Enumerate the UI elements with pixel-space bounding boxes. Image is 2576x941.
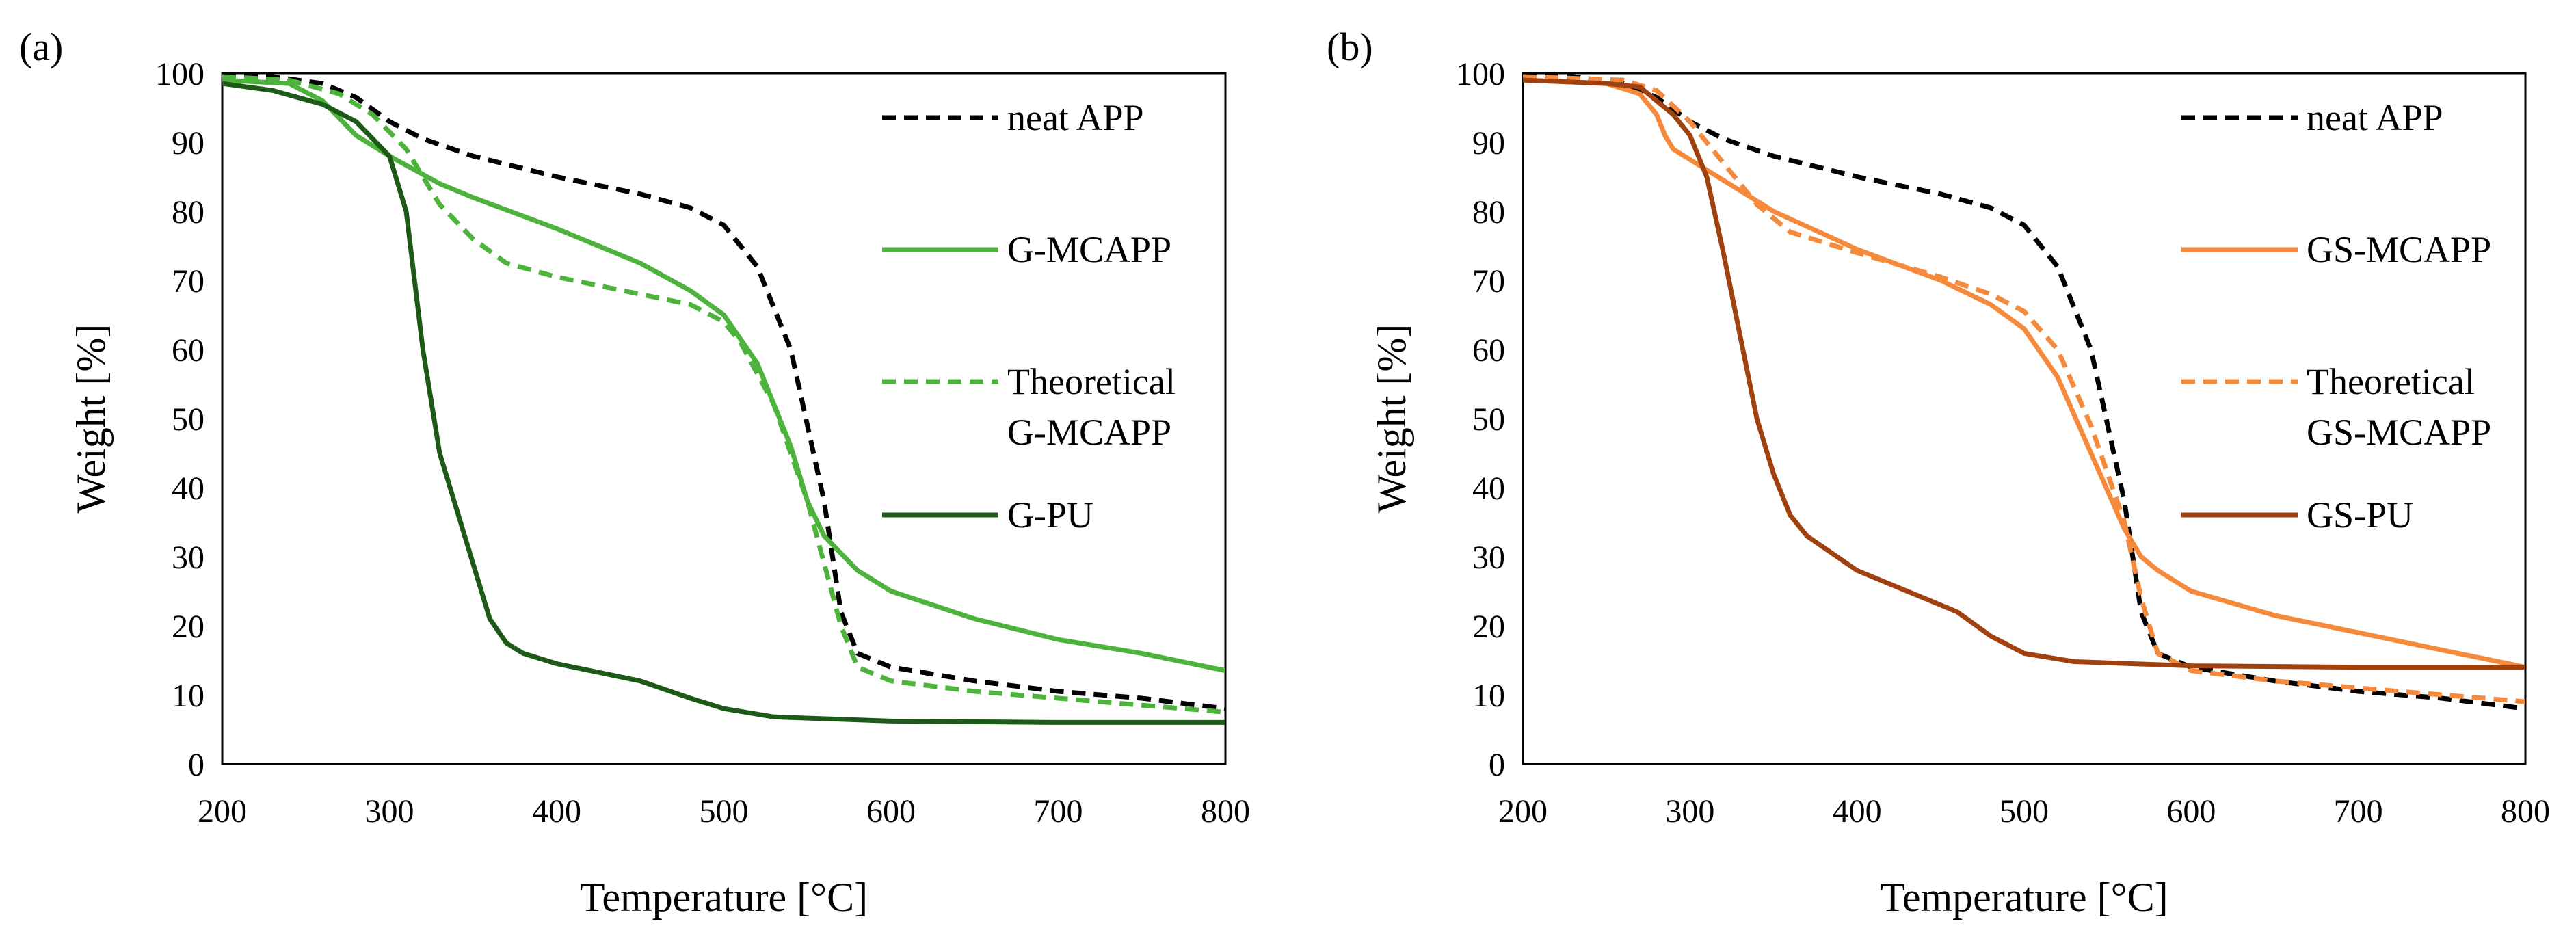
x-tick-label: 200 xyxy=(198,793,247,830)
x-axis-title: Temperature [°C] xyxy=(1880,875,2168,920)
legend-label: neat APP xyxy=(1007,97,1144,138)
x-tick-label: 600 xyxy=(2166,793,2216,830)
x-tick-label: 500 xyxy=(700,793,749,830)
y-tick-label: 20 xyxy=(172,609,204,645)
x-tick-label: 700 xyxy=(1034,793,1083,830)
series-line-neat-app xyxy=(222,74,1225,711)
x-tick-label: 400 xyxy=(1833,793,1882,830)
legend-label: Theoretical xyxy=(2307,361,2475,402)
y-tick-label: 0 xyxy=(188,747,204,783)
x-tick-label: 600 xyxy=(866,793,916,830)
series-line-theoretical-g-mcapp xyxy=(222,74,1225,715)
series-line-theoretical-gs-mcapp xyxy=(1523,74,2525,704)
y-tick-label: 40 xyxy=(172,471,204,507)
y-tick-label: 80 xyxy=(172,194,204,230)
legend-label: neat APP xyxy=(2307,97,2443,138)
series-line-neat-app xyxy=(1523,74,2525,711)
series-line-g-pu xyxy=(222,81,1225,725)
plot-frame xyxy=(1522,72,2527,765)
plot-frame xyxy=(221,72,1227,765)
legend-label: Theoretical xyxy=(1007,361,1176,402)
series-line-g-mcapp xyxy=(222,77,1225,674)
chart-panel-b: (b) 0 10 20 30 40 50 60 70 80 90 100 200 300 400 500 600… xyxy=(1327,25,2550,920)
x-tick-label: 800 xyxy=(2501,793,2550,830)
x-axis-title: Temperature [°C] xyxy=(580,875,868,920)
legend-label: G-MCAPP xyxy=(1007,229,1171,270)
y-tick-label: 60 xyxy=(172,332,204,369)
y-tick-label: 100 xyxy=(155,56,204,92)
y-tick-label: 30 xyxy=(1472,540,1505,576)
legend-label: G-MCAPP xyxy=(1007,412,1171,453)
y-tick-label: 60 xyxy=(1472,332,1505,369)
x-tick-label: 800 xyxy=(1201,793,1250,830)
legend-label: GS-MCAPP xyxy=(2307,412,2491,453)
y-tick-label: 80 xyxy=(1472,194,1505,230)
y-tick-label: 10 xyxy=(1472,678,1505,714)
legend-label: G-PU xyxy=(1007,494,1093,535)
series-line-gs-mcapp xyxy=(1523,77,2525,670)
y-tick-label: 100 xyxy=(1456,56,1505,92)
y-tick-label: 50 xyxy=(172,401,204,438)
panel-label: (a) xyxy=(19,25,63,69)
y-tick-label: 70 xyxy=(1472,263,1505,300)
y-tick-label: 90 xyxy=(1472,125,1505,161)
y-tick-label: 20 xyxy=(1472,609,1505,645)
y-tick-label: 30 xyxy=(172,540,204,576)
x-tick-label: 400 xyxy=(532,793,581,830)
x-tick-label: 500 xyxy=(2000,793,2049,830)
y-axis-title: Weight [%] xyxy=(68,324,114,514)
chart-panel-a: (a) 0 10 20 30 40 50 60 70 80 90 100 200 300 400 500 600… xyxy=(19,25,1250,920)
y-axis-title: Weight [%] xyxy=(1369,324,1414,514)
x-tick-label: 300 xyxy=(1665,793,1714,830)
legend-label: GS-PU xyxy=(2307,494,2413,535)
panel-label: (b) xyxy=(1327,25,1373,69)
x-tick-label: 200 xyxy=(1498,793,1548,830)
y-tick-label: 50 xyxy=(1472,401,1505,438)
y-tick-label: 10 xyxy=(172,678,204,714)
legend-label: GS-MCAPP xyxy=(2307,229,2491,270)
x-tick-label: 300 xyxy=(365,793,414,830)
y-tick-label: 90 xyxy=(172,125,204,161)
y-tick-label: 0 xyxy=(1489,747,1505,783)
series-line-gs-pu xyxy=(1523,77,2525,670)
y-tick-label: 40 xyxy=(1472,471,1505,507)
x-tick-label: 700 xyxy=(2334,793,2383,830)
y-tick-label: 70 xyxy=(172,263,204,300)
